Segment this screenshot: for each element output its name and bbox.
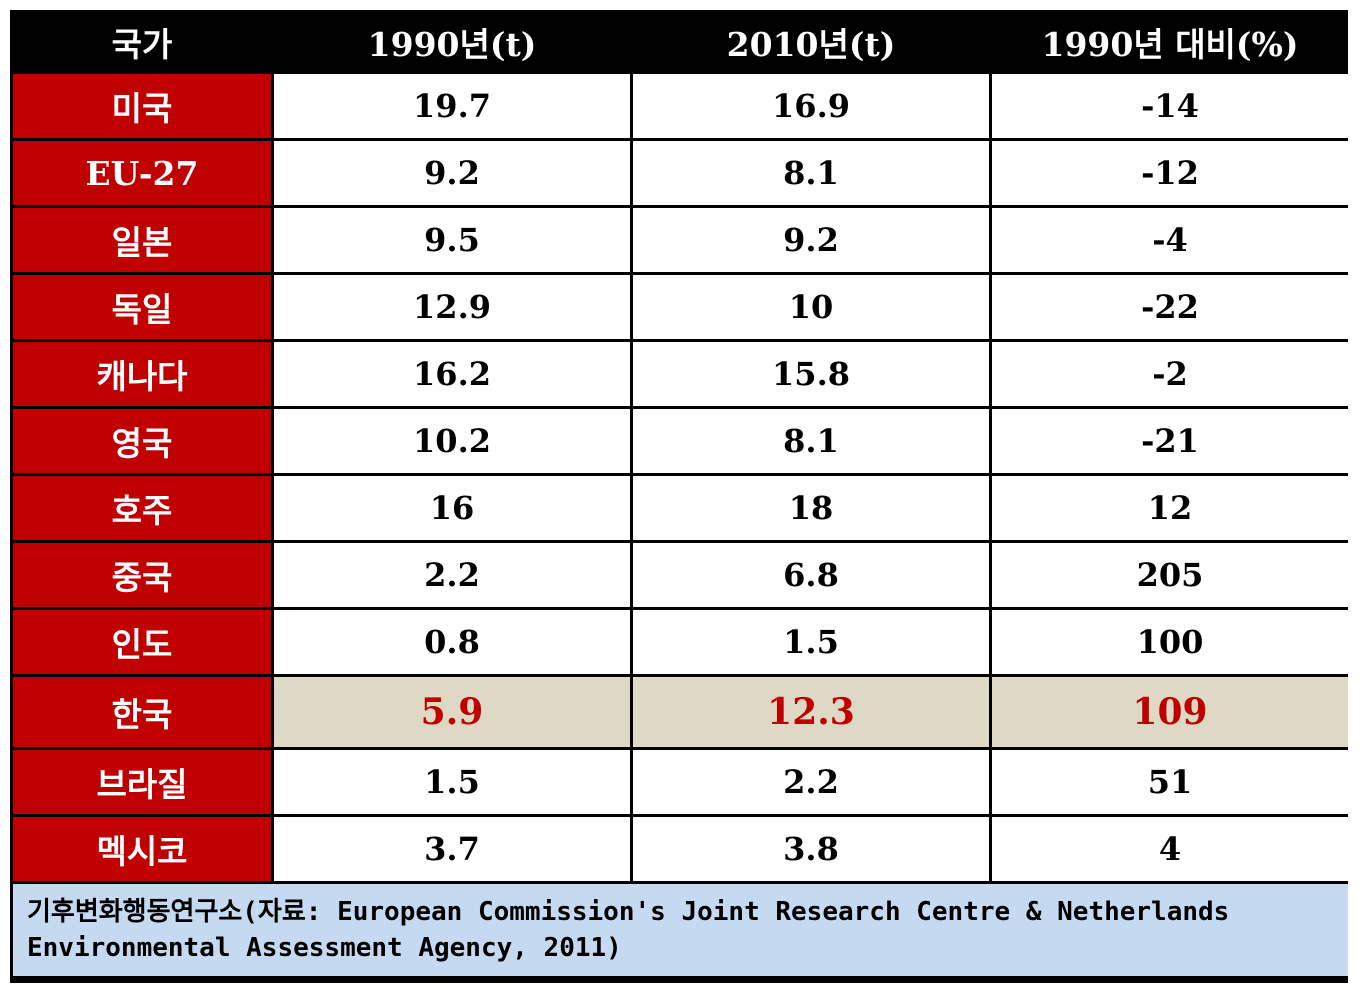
row-2010: 16.9 — [633, 74, 989, 138]
row-2010: 10 — [633, 275, 989, 339]
highlight-row-1990: 5.9 — [274, 677, 630, 747]
header-1990: 1990년(t) — [274, 13, 630, 71]
emissions-table: 국가 1990년(t) 2010년(t) 1990년 대비(%) 미국 19.7… — [10, 10, 1348, 983]
source-note: 기후변화행동연구소(자료: European Commission's Join… — [13, 884, 1348, 976]
row-change: -4 — [992, 208, 1348, 272]
row-1990: 16 — [274, 476, 630, 540]
row-change: -21 — [992, 409, 1348, 473]
row-change: 51 — [992, 750, 1348, 814]
row-2010: 9.2 — [633, 208, 989, 272]
row-change: 12 — [992, 476, 1348, 540]
row-change: -14 — [992, 74, 1348, 138]
row-1990: 3.7 — [274, 817, 630, 881]
row-1990: 1.5 — [274, 750, 630, 814]
row-country: 중국 — [13, 543, 271, 607]
row-country: 독일 — [13, 275, 271, 339]
row-country: 영국 — [13, 409, 271, 473]
row-change: -22 — [992, 275, 1348, 339]
row-1990: 16.2 — [274, 342, 630, 406]
header-change: 1990년 대비(%) — [992, 13, 1348, 71]
row-2010: 8.1 — [633, 409, 989, 473]
row-change: -2 — [992, 342, 1348, 406]
row-change: 205 — [992, 543, 1348, 607]
header-country: 국가 — [13, 13, 271, 71]
row-2010: 1.5 — [633, 610, 989, 674]
row-1990: 10.2 — [274, 409, 630, 473]
highlight-row-country: 한국 — [13, 677, 271, 747]
row-1990: 0.8 — [274, 610, 630, 674]
row-1990: 9.5 — [274, 208, 630, 272]
row-country: 일본 — [13, 208, 271, 272]
row-1990: 2.2 — [274, 543, 630, 607]
row-2010: 8.1 — [633, 141, 989, 205]
row-2010: 15.8 — [633, 342, 989, 406]
row-change: -12 — [992, 141, 1348, 205]
row-2010: 2.2 — [633, 750, 989, 814]
row-change: 100 — [992, 610, 1348, 674]
row-country: 호주 — [13, 476, 271, 540]
row-1990: 12.9 — [274, 275, 630, 339]
row-country: 멕시코 — [13, 817, 271, 881]
row-1990: 9.2 — [274, 141, 630, 205]
row-change: 4 — [992, 817, 1348, 881]
table-grid: 국가 1990년(t) 2010년(t) 1990년 대비(%) 미국 19.7… — [13, 13, 1348, 980]
row-country: 캐나다 — [13, 342, 271, 406]
row-2010: 3.8 — [633, 817, 989, 881]
row-1990: 19.7 — [274, 74, 630, 138]
highlight-row-2010: 12.3 — [633, 677, 989, 747]
row-country: 인도 — [13, 610, 271, 674]
row-2010: 6.8 — [633, 543, 989, 607]
header-2010: 2010년(t) — [633, 13, 989, 71]
row-country: 미국 — [13, 74, 271, 138]
row-country: 브라질 — [13, 750, 271, 814]
highlight-row-change: 109 — [992, 677, 1348, 747]
row-2010: 18 — [633, 476, 989, 540]
row-country: EU-27 — [13, 141, 271, 205]
